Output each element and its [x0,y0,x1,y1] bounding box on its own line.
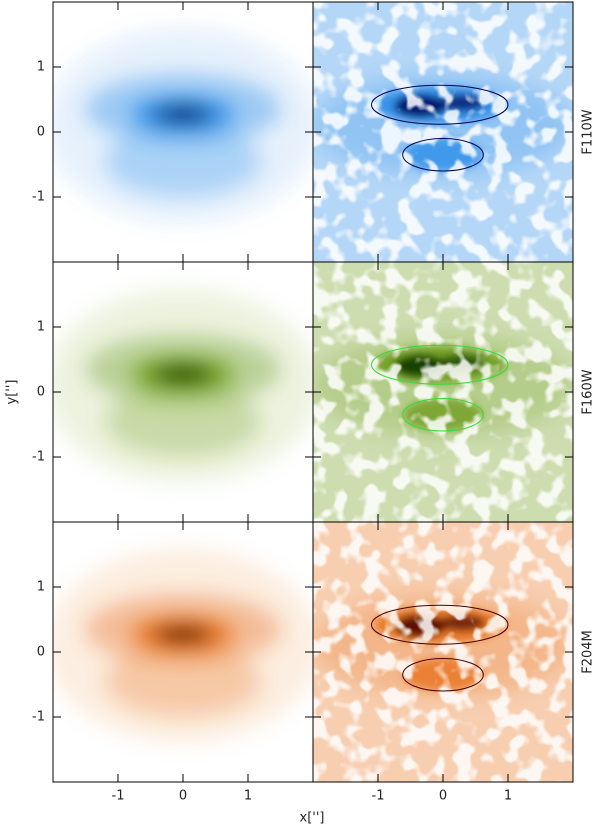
contour [371,344,509,385]
y-tick-label: 1 [37,60,45,75]
lobe [105,125,261,197]
y-tick-label: 1 [37,320,45,335]
image-panel [53,522,313,782]
contour [402,398,484,432]
image-panel [313,522,573,782]
y-tick-label: 0 [37,125,45,140]
galaxy-model [53,28,313,223]
noise [313,522,573,782]
y-axis-label: y[''] [5,380,20,405]
galaxy-model [53,548,313,743]
noise [313,262,573,522]
galaxy-model [53,288,313,483]
y-tick-label: 0 [37,645,45,660]
image-panel [53,2,313,262]
x-tick-label: -1 [112,789,125,804]
row-label: F110W [581,109,596,154]
x-tick-label: 1 [504,789,512,804]
image-panel [53,262,313,522]
x-tick-label: 0 [439,789,447,804]
row-label: F204M [581,630,596,674]
y-tick-label: 0 [37,385,45,400]
row-label: F160W [581,369,596,414]
contour [402,658,484,692]
y-tick-label: 1 [37,580,45,595]
image-panel [313,2,573,262]
core [153,106,213,123]
contour [402,138,484,172]
y-tick-label: -1 [32,190,45,205]
y-tick-label: -1 [32,450,45,465]
x-tick-label: 1 [244,789,252,804]
y-tick-label: -1 [32,710,45,725]
x-tick-label: 0 [179,789,187,804]
x-tick-label: -1 [372,789,385,804]
core [153,626,213,643]
image-panel [313,262,573,522]
lobe [105,385,261,457]
lobe [105,645,261,717]
core [153,366,213,383]
contour [371,84,509,125]
noise [313,2,573,262]
x-axis-label: x[''] [300,811,325,826]
contour [371,604,509,645]
